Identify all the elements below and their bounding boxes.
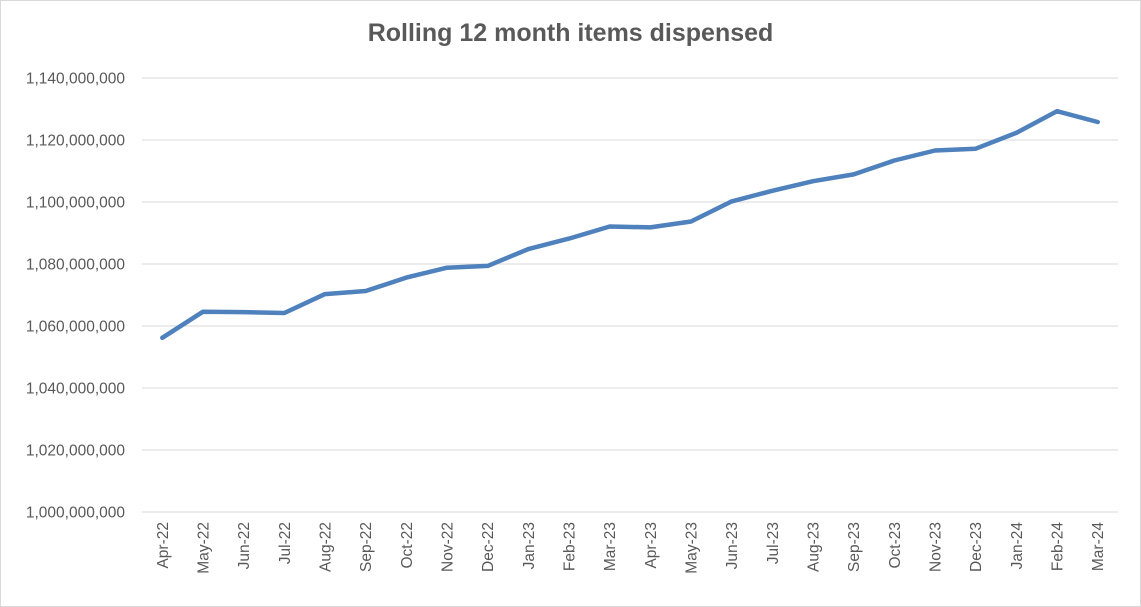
x-tick-label: Feb-24 (1050, 522, 1067, 571)
data-point (160, 335, 165, 340)
y-tick-label: 1,120,000,000 (26, 133, 126, 150)
data-point (241, 310, 246, 315)
x-tick-label: Jan-23 (521, 522, 538, 569)
data-point (485, 263, 490, 268)
data-point (1014, 130, 1019, 135)
x-tick-label: Jul-23 (765, 522, 782, 564)
data-point (851, 172, 856, 177)
y-tick-label: 1,100,000,000 (26, 195, 126, 212)
x-tick-label: Sep-23 (846, 522, 863, 572)
x-tick-label: Oct-23 (887, 522, 904, 569)
data-point (892, 158, 897, 163)
x-tick-label: Jun-23 (724, 522, 741, 569)
x-tick-label: Apr-22 (155, 522, 172, 569)
x-tick-label: Aug-22 (318, 522, 335, 572)
data-point (282, 310, 287, 315)
data-point (933, 148, 937, 153)
data-point (526, 247, 531, 252)
data-point (1095, 120, 1100, 125)
y-tick-label: 1,040,000,000 (26, 381, 126, 398)
data-point (689, 219, 693, 224)
x-tick-label: Feb-23 (562, 522, 579, 571)
y-tick-label: 1,060,000,000 (26, 319, 126, 336)
data-point (404, 275, 409, 280)
y-tick-label: 1,080,000,000 (26, 257, 126, 274)
x-tick-label: Oct-22 (399, 522, 416, 569)
series-layer (160, 108, 1100, 341)
data-point (445, 265, 449, 270)
x-tick-label: Sep-22 (358, 522, 375, 572)
data-point (648, 225, 653, 230)
data-point (729, 199, 734, 204)
series-line (160, 108, 1100, 341)
data-point (567, 236, 571, 241)
x-tick-label: Mar-24 (1090, 522, 1107, 571)
x-axis-tick-labels: Apr-22 May-22 Jun-22 Jul-22 Aug-22 Sep-22 Oct-… (155, 522, 1107, 574)
x-tick-label: Dec-23 (968, 522, 985, 572)
data-point (811, 179, 815, 184)
data-point (201, 309, 205, 314)
x-tick-label: May-23 (684, 522, 701, 574)
data-point (363, 288, 368, 293)
x-tick-label: Mar-23 (602, 522, 619, 571)
data-point (770, 188, 775, 193)
data-point (1055, 109, 1059, 114)
data-point (973, 146, 978, 151)
y-tick-label: 1,000,000,000 (26, 505, 126, 522)
x-tick-label: Jan-24 (1009, 522, 1026, 570)
x-tick-label: Nov-23 (928, 522, 945, 572)
x-tick-label: Dec-22 (480, 522, 497, 572)
x-tick-label: Nov-22 (440, 522, 457, 572)
data-point (607, 224, 612, 229)
x-tick-label: Apr-23 (643, 522, 660, 569)
x-tick-label: Jun-22 (236, 522, 253, 569)
y-tick-label: 1,140,000,000 (26, 71, 126, 88)
x-tick-label: May-22 (196, 522, 213, 574)
y-axis-tick-labels: 1,000,000,000 1,020,000,000 1,040,000,000 1… (26, 71, 126, 522)
chart-title: Rolling 12 month items dispensed (367, 19, 774, 47)
y-tick-label: 1,020,000,000 (26, 443, 126, 460)
x-tick-label: Aug-23 (806, 522, 823, 572)
gridlines (142, 77, 1118, 513)
data-point (323, 292, 327, 297)
x-tick-label: Jul-22 (277, 522, 294, 564)
